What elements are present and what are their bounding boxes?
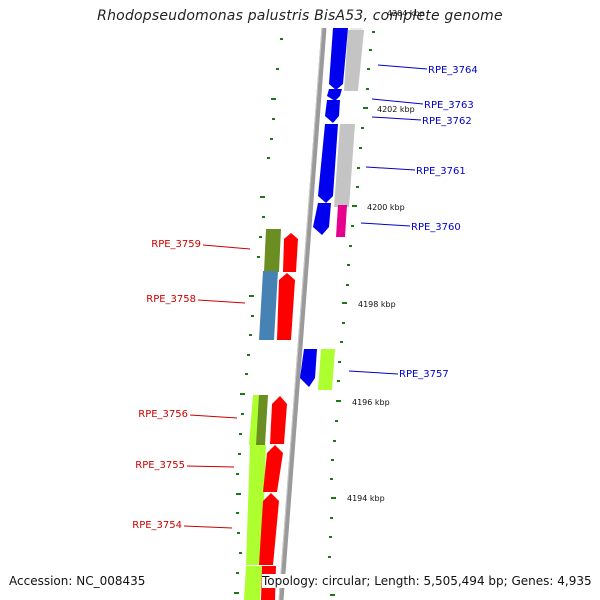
- category-stripe: [259, 271, 278, 340]
- accession-text: Accession: NC_008435: [9, 574, 146, 588]
- gene-label-rpe-3764[interactable]: RPE_3764: [428, 65, 478, 76]
- category-stripe: [264, 229, 281, 272]
- cds-feature[interactable]: [318, 124, 338, 203]
- cds-feature[interactable]: [325, 100, 340, 123]
- cds-feature[interactable]: [259, 493, 279, 565]
- gene-label-rpe-3755[interactable]: RPE_3755: [135, 460, 185, 471]
- genome-backbone-highlight: [278, 27, 323, 600]
- cds-feature[interactable]: [300, 349, 317, 387]
- gene-label-rpe-3761[interactable]: RPE_3761: [416, 166, 466, 177]
- gene-label-rpe-3758[interactable]: RPE_3758: [146, 294, 196, 305]
- kbp-label: 4204 kbp: [387, 9, 425, 18]
- cds-feature[interactable]: [313, 203, 331, 235]
- right-leader-lines: [348, 64, 428, 375]
- category-stripe: [344, 30, 364, 91]
- tick-marks-right: [328, 31, 375, 596]
- genome-backbone: [278, 27, 327, 600]
- kbp-label: 4202 kbp: [377, 105, 415, 114]
- gene-label-rpe-3756[interactable]: RPE_3756: [138, 409, 188, 420]
- category-stripe: [244, 566, 262, 600]
- cds-feature[interactable]: [263, 445, 283, 492]
- cds-feature[interactable]: [283, 233, 298, 272]
- kbp-label: 4196 kbp: [352, 398, 390, 407]
- gene-label-rpe-3763[interactable]: RPE_3763: [424, 100, 474, 111]
- map-title: Rhodopseudomonas palustris BisA53, compl…: [97, 8, 503, 24]
- cds-feature[interactable]: [270, 396, 287, 444]
- left-leader-lines: [183, 244, 251, 529]
- kbp-label: 4198 kbp: [358, 300, 396, 309]
- category-stripe: [336, 205, 347, 237]
- kbp-label: 4194 kbp: [347, 494, 385, 503]
- cds-feature[interactable]: [329, 28, 348, 90]
- cds-feature[interactable]: [277, 273, 295, 340]
- gene-label-rpe-3759[interactable]: RPE_3759: [151, 239, 201, 250]
- gene-label-rpe-3760[interactable]: RPE_3760: [411, 222, 461, 233]
- category-stripe: [318, 349, 335, 390]
- gene-label-rpe-3754[interactable]: RPE_3754: [132, 520, 182, 531]
- cds-feature[interactable]: [327, 89, 342, 101]
- gene-label-rpe-3762[interactable]: RPE_3762: [422, 116, 472, 127]
- topology-text: Topology: circular; Length: 5,505,494 bp…: [262, 574, 592, 588]
- gene-label-rpe-3757[interactable]: RPE_3757: [399, 369, 449, 380]
- category-stripe: [256, 395, 268, 445]
- kbp-label: 4200 kbp: [367, 203, 405, 212]
- category-stripe: [334, 124, 355, 207]
- tick-marks-left: [234, 38, 283, 594]
